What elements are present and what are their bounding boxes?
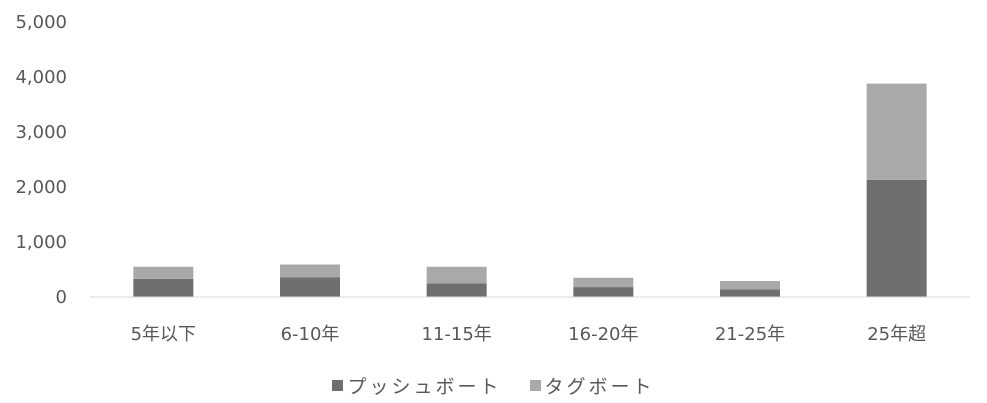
x-tick-label: 11-15年	[422, 324, 492, 345]
legend-item: タグボート	[529, 372, 655, 399]
bar-segment	[866, 83, 927, 180]
legend-swatch	[332, 379, 344, 391]
x-tick-label: 25年超	[867, 324, 926, 345]
legend-label: プッシュボート	[347, 375, 502, 398]
bar-segment	[426, 266, 487, 284]
bar-segment	[720, 281, 780, 290]
x-tick-label: 16-20年	[568, 324, 638, 345]
y-tick-label: 3,000	[15, 122, 67, 143]
bars	[133, 83, 927, 297]
x-axis: 5年以下 6-10年 11-15年 16-20年 21-25年 25年超	[131, 324, 927, 345]
bar-segment	[720, 289, 780, 297]
x-tick-label: 21-25年	[715, 324, 785, 345]
legend-label: タグボート	[544, 375, 655, 398]
y-tick-label: 4,000	[15, 67, 67, 88]
y-tick-label: 5,000	[15, 12, 67, 33]
stacked-bar-chart: 0 1,000 2,000 3,000 4,000 5,000 5年以下 6-10年 11-1…	[15, 12, 970, 345]
bar-segment	[133, 278, 194, 297]
bar-segment	[426, 283, 487, 297]
y-axis: 0 1,000 2,000 3,000 4,000 5,000	[15, 12, 67, 308]
y-tick-label: 0	[56, 287, 67, 308]
bar-segment	[280, 277, 340, 297]
legend-swatch	[529, 379, 541, 391]
legend: プッシュボート タグボート	[0, 372, 987, 398]
y-tick-label: 2,000	[15, 177, 67, 198]
bar-segment	[573, 287, 634, 297]
bar-segment	[866, 179, 927, 297]
legend-item: プッシュボート	[332, 372, 501, 399]
bar-segment	[573, 277, 634, 288]
x-tick-label: 6-10年	[281, 324, 340, 345]
y-tick-label: 1,000	[15, 232, 67, 253]
bar-segment	[133, 266, 194, 279]
bar-segment	[280, 264, 340, 278]
x-tick-label: 5年以下	[131, 324, 196, 345]
